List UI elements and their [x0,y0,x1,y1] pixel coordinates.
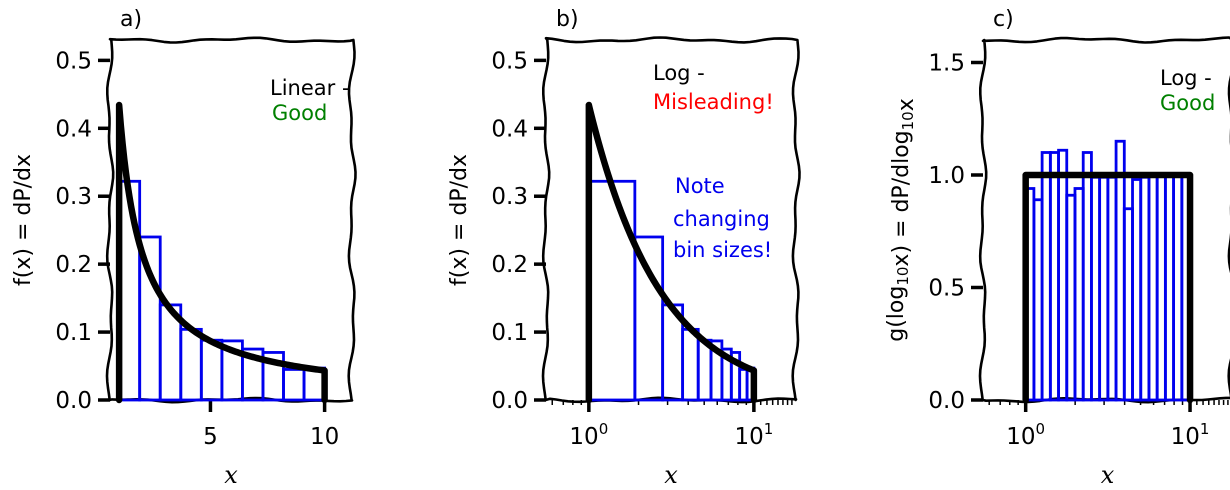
annotation-text: Good [272,101,327,125]
histogram-bar [681,327,700,402]
y-tick-label: 0.5 [55,48,92,74]
x-axis-label: x [1101,461,1115,489]
annotation-text: changing [673,207,770,231]
x-tick-label: 5 [203,424,218,450]
panel-label: a) [120,7,142,32]
histogram-bar [587,179,637,402]
x-tick-label: 100 [1006,420,1045,450]
y-tick-label: 0.0 [55,388,92,414]
theory-curve [115,101,328,404]
annotation-text: Log - [653,61,705,85]
panel-label: b) [556,7,579,32]
y-tick-label: 0.3 [491,184,528,210]
x-tick-label: 101 [1171,420,1210,450]
x-tick-label: 10 [310,424,339,450]
y-axis-label: f(x) = dP/dx [11,154,36,286]
y-tick-label: 0.2 [491,252,528,278]
panel-1: a) 0.0 0.1 0.2 0.3 0.4 0.5 5 10 x f(x) = dP/dx Line… [11,7,357,489]
y-tick-label: 0.0 [928,388,965,414]
panel-2: b) 0.0 0.1 0.2 0.3 0.4 0.5 100 101 x f(x) = dP/dx L… [447,7,801,489]
y-tick-label: 0.1 [55,320,92,346]
annotation-text: Linear - [270,76,350,100]
y-axis-label: f(x) = dP/dx [447,154,472,286]
plot-frame [105,36,357,404]
histogram-bar [282,368,306,402]
histogram-bar [633,235,665,402]
x-tick-label: 100 [569,420,608,450]
y-tick-label: 0.4 [491,116,528,142]
histogram-bar [696,338,713,402]
y-tick-label: 0.1 [491,320,528,346]
y-tick-label: 0.3 [55,184,92,210]
y-tick-label: 0.5 [491,48,528,74]
histogram-bar [199,338,224,402]
x-axis-label: x [664,461,678,489]
theory-curve [1022,171,1194,404]
annotation-text: bin sizes! [673,238,772,262]
annotation-text: Log - [1160,66,1212,90]
annotation-text: Good [1160,91,1215,115]
annotation-text: Note [675,174,725,198]
annotation-text: Misleading! [653,90,774,114]
plot-frame [541,36,801,404]
y-tick-label: 0.4 [55,116,92,142]
theory-curve [585,101,758,404]
y-tick-label: 1.5 [928,51,965,77]
y-tick-label: 1.0 [928,163,965,189]
plot-frame [978,36,1230,404]
y-tick-label: 0.0 [491,388,528,414]
x-tick-label: 101 [734,420,773,450]
panel-label: c) [993,7,1014,32]
histogram-bar [179,327,203,402]
panel-3: c) 0.0 0.5 1.0 1.5 100 101 x g(log10x) = dP/dlog… [884,7,1230,489]
y-tick-label: 0.5 [928,276,965,302]
x-axis-label: x [224,461,238,489]
y-tick-label: 0.2 [55,252,92,278]
y-axis-label: g(log10x) = dP/dlog10x [884,98,919,342]
